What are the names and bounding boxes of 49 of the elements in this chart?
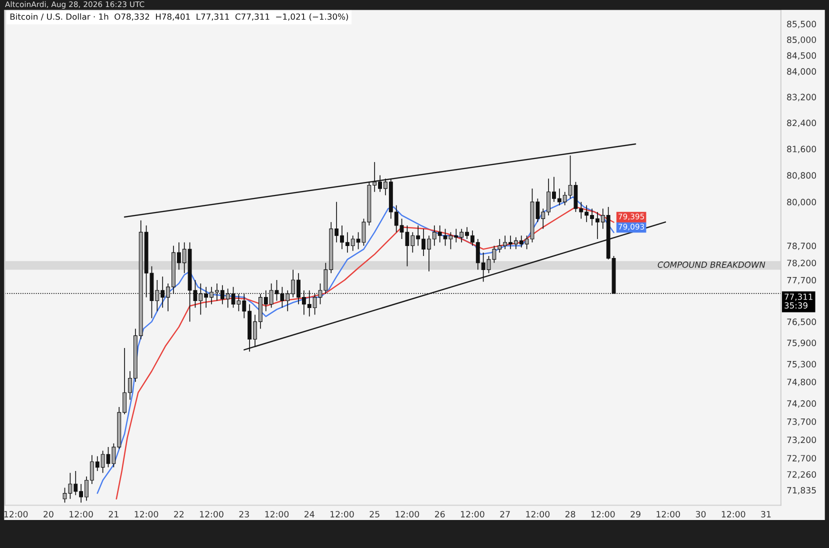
- x-tick-label: 21: [108, 510, 118, 518]
- y-tick-label: 80,000: [787, 198, 816, 206]
- y-tick-label: 85,500: [787, 20, 816, 28]
- y-tick-label: 75,300: [787, 360, 816, 368]
- y-tick-label: 76,500: [787, 318, 816, 326]
- y-tick-label: 71,835: [787, 487, 816, 494]
- x-tick-label: 12:00: [396, 510, 420, 518]
- x-tick-label: 12:00: [656, 510, 680, 518]
- x-tick-label: 28: [565, 510, 576, 518]
- y-tick-label: 78,200: [787, 260, 816, 268]
- y-tick-label: 80,800: [787, 172, 816, 180]
- y-tick-label: 73,700: [787, 418, 816, 426]
- x-tick-label: 12:00: [265, 510, 289, 518]
- y-tick-label: 83,200: [787, 94, 816, 102]
- x-tick-label: 12:00: [200, 510, 224, 518]
- x-tick-label: 29: [630, 510, 640, 518]
- y-tick-label: 82,400: [787, 120, 816, 128]
- y-tick-label: 77,700: [787, 276, 816, 284]
- x-tick-label: 12:00: [4, 510, 28, 518]
- x-tick-label: 12:00: [134, 510, 158, 518]
- y-tick-label: 84,000: [787, 68, 816, 76]
- y-tick-label: 73,200: [787, 436, 816, 444]
- y-tick-label: 72,700: [787, 454, 816, 462]
- y-tick-label: 72,260: [787, 471, 816, 479]
- x-tick-label: 30: [696, 510, 706, 518]
- y-tick-label: 78,700: [787, 242, 816, 250]
- x-tick-label: 12:00: [526, 510, 550, 518]
- x-tick-label: 20: [44, 510, 54, 518]
- x-tick-label: 12:00: [591, 510, 615, 518]
- x-tick-label: 27: [500, 510, 510, 518]
- y-tick-label: 84,500: [787, 52, 816, 60]
- x-tick-label: 23: [239, 510, 249, 518]
- x-tick-label: 12:00: [330, 510, 354, 518]
- y-tick-label: 81,600: [787, 146, 816, 154]
- y-tick-label: 75,900: [787, 340, 816, 348]
- x-tick-label: 12:00: [70, 510, 93, 518]
- x-tick-label: 31: [761, 510, 771, 518]
- x-tick-label: 22: [174, 510, 184, 518]
- x-tick-label: 24: [304, 510, 314, 518]
- x-tick-label: 25: [370, 510, 380, 518]
- y-tick-label: 85,000: [787, 36, 816, 44]
- x-tick-label: 26: [434, 510, 445, 518]
- y-tick-label: 74,800: [787, 378, 816, 386]
- band-label: COMPOUND BREAKDOWN: [658, 262, 766, 268]
- x-tick-label: 12:00: [460, 510, 484, 518]
- chart-title: Bitcoin / U.S. Dollar · 1h O78,332 H78,401 L77,311 C77,311 −1,021 (−1.30%): [10, 13, 348, 21]
- ref-line-label: 77,311 35:39: [784, 294, 812, 309]
- x-tick-label: 12:00: [722, 510, 746, 518]
- y-tick-label: 74,200: [787, 400, 816, 408]
